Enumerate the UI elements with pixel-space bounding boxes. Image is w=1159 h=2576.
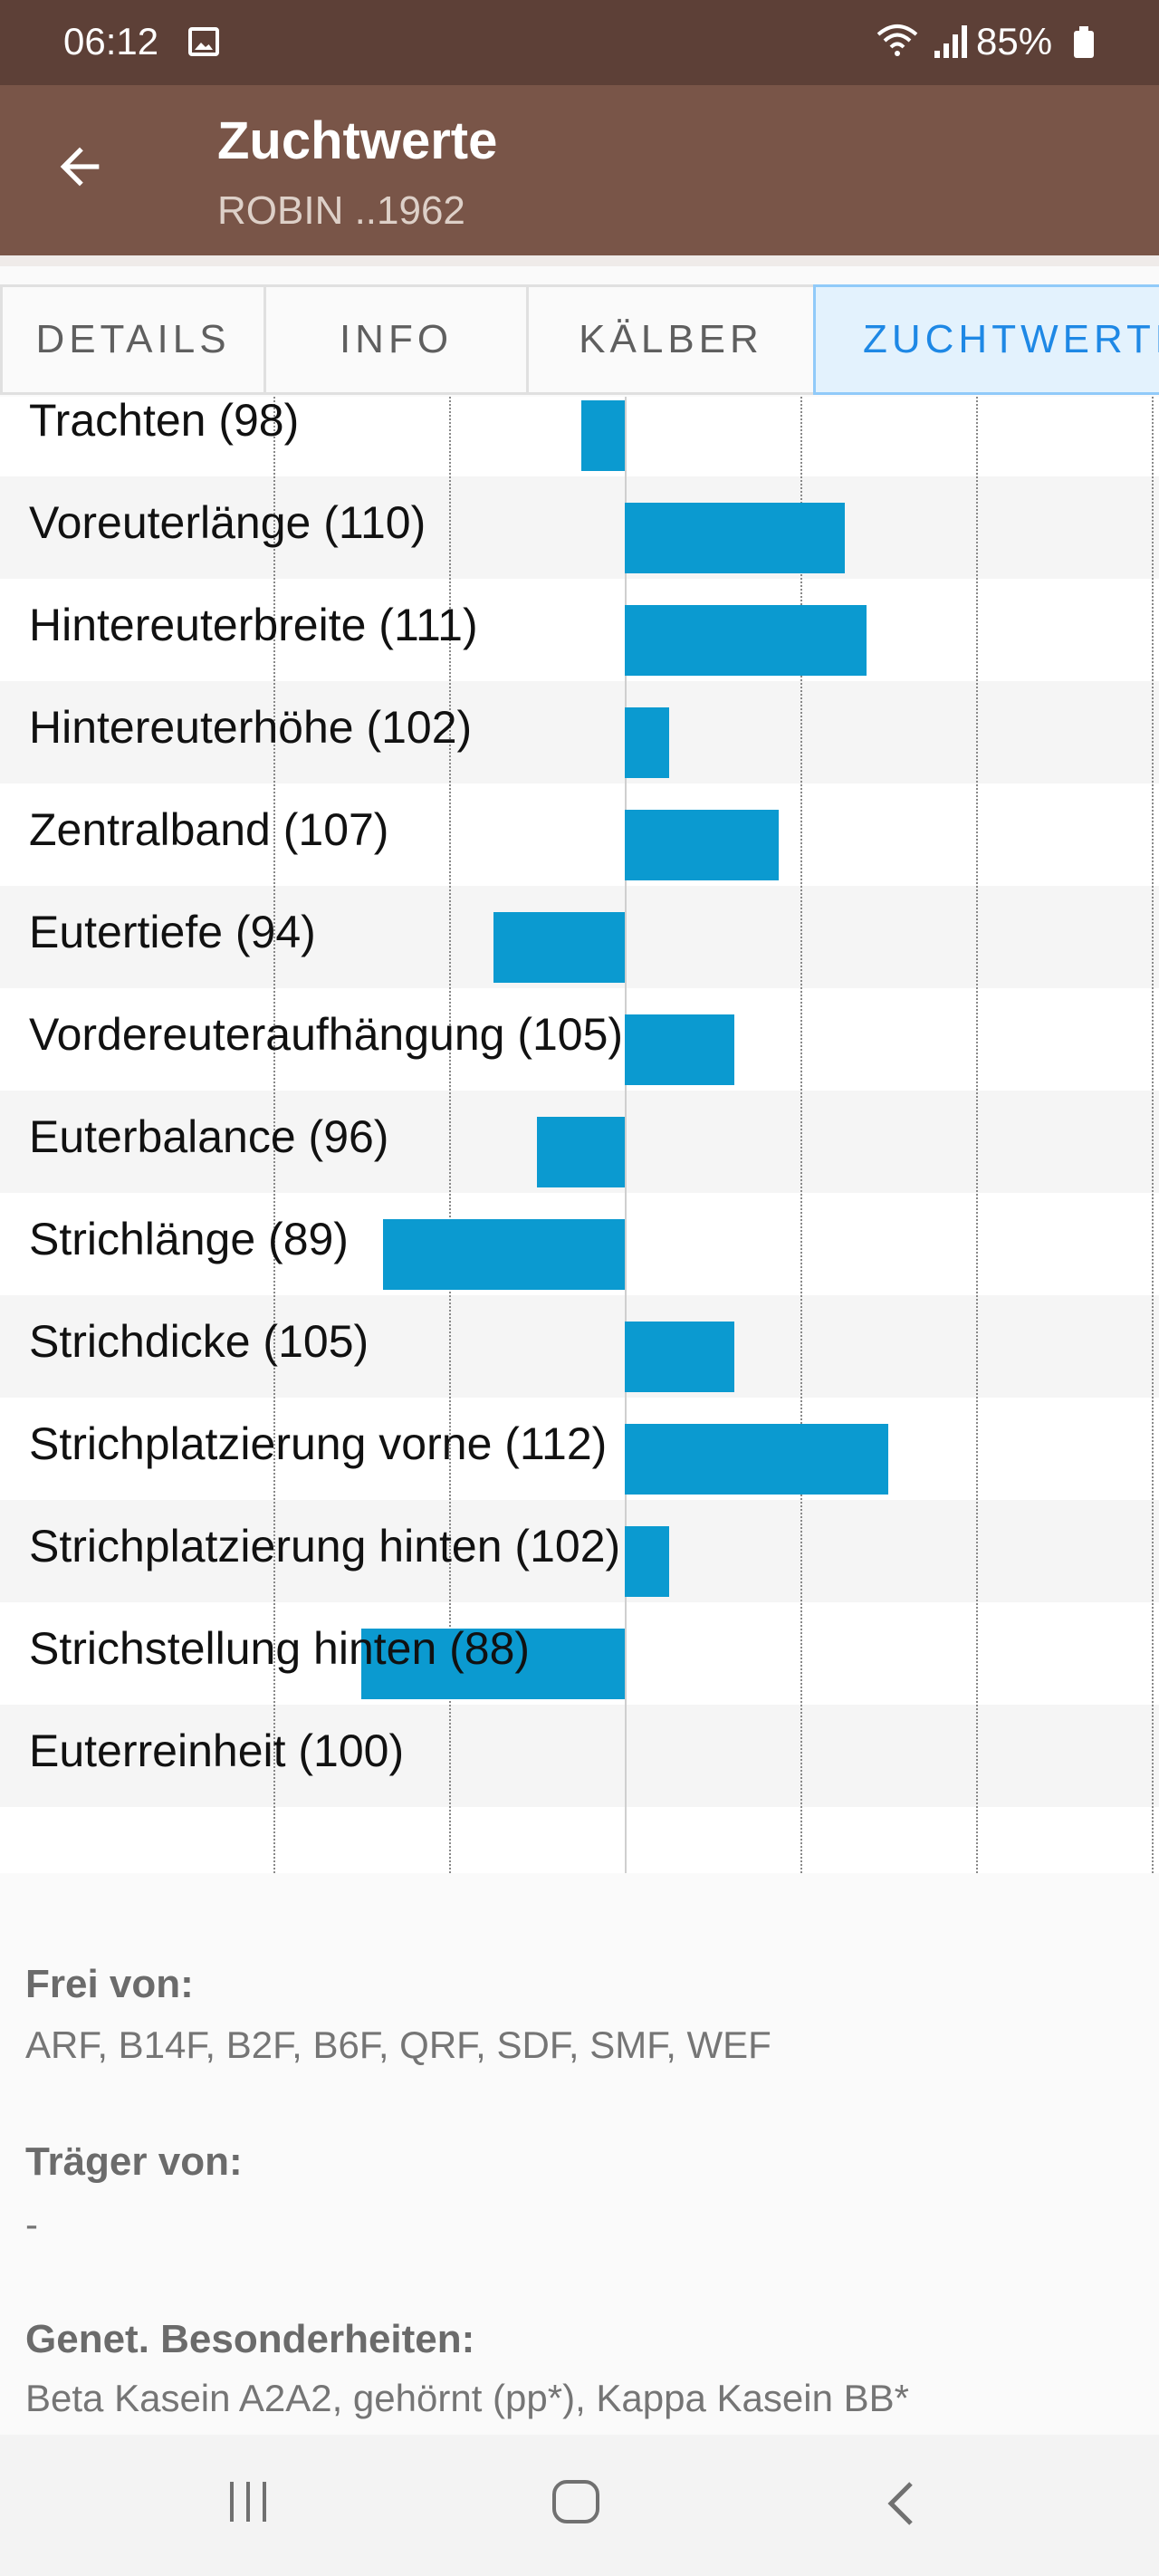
chart-category-label: Eutertiefe (94): [29, 907, 316, 957]
tab-details[interactable]: DETAILS: [0, 284, 266, 395]
system-nav-bar: [0, 2435, 1159, 2576]
chart-category-label: Hintereuterbreite (111): [29, 600, 478, 650]
chart-gridline: [976, 397, 978, 1873]
app-bar-divider: [0, 255, 1159, 266]
chart-row: Strichplatzierung hinten (102): [0, 1500, 1159, 1602]
genet-besonderheiten-value: Beta Kasein A2A2, gehörnt (pp*), Kappa K…: [25, 2377, 909, 2419]
chart-row: Hintereuterbreite (111): [0, 579, 1159, 681]
image-notification-icon: [188, 27, 219, 56]
chart-row: Eutertiefe (94): [0, 886, 1159, 988]
genet-besonderheiten-label: Genet. Besonderheiten:: [25, 2317, 475, 2361]
chart-gridline: [625, 397, 627, 1873]
home-icon[interactable]: [552, 2480, 599, 2523]
chart-bar: [625, 1526, 669, 1597]
app-bar: Zuchtwerte ROBIN ..1962: [0, 85, 1159, 255]
chart-category-label: Zentralband (107): [29, 804, 389, 855]
chart-bar: [580, 400, 625, 471]
chart-gridline: [273, 397, 275, 1873]
chart-bar: [383, 1219, 625, 1290]
back-button[interactable]: [51, 127, 123, 208]
chart-bar: [625, 1424, 888, 1495]
chart-row: Strichplatzierung vorne (112): [0, 1398, 1159, 1500]
info-section: Frei von: ARF, B14F, B2F, B6F, QRF, SDF,…: [0, 1873, 1159, 2435]
chart-category-label: Euterbalance (96): [29, 1111, 389, 1162]
signal-icon: [934, 25, 971, 58]
status-bar: 06:12 85%: [0, 0, 1159, 85]
tab-bar: DETAILS INFO KÄLBER ZUCHTWERTE: [0, 284, 1159, 395]
chart-row: Trachten (98): [0, 397, 1159, 476]
chart-bar: [625, 1014, 735, 1085]
chart-category-label: Trachten (98): [29, 397, 300, 446]
back-icon[interactable]: [878, 2476, 924, 2531]
chart-row: Vordereuteraufhängung (105): [0, 988, 1159, 1091]
arrow-left-icon: [60, 147, 100, 187]
chart-gridline: [449, 397, 451, 1873]
chart-gridline: [800, 397, 802, 1873]
tab-kaelber[interactable]: KÄLBER: [526, 284, 816, 395]
traeger-von-label: Träger von:: [25, 2139, 243, 2184]
page-subtitle: ROBIN ..1962: [217, 188, 465, 233]
tab-zuchtwerte[interactable]: ZUCHTWERTE: [813, 284, 1159, 395]
frei-von-label: Frei von:: [25, 1962, 194, 2006]
chart-bar: [625, 810, 779, 880]
chart-category-label: Strichplatzierung vorne (112): [29, 1418, 608, 1469]
chart-row: Strichstellung hinten (88): [0, 1602, 1159, 1705]
chart-bar: [493, 912, 625, 983]
chart-row: Euterbalance (96): [0, 1091, 1159, 1193]
chart-category-label: Strichlänge (89): [29, 1214, 349, 1264]
battery-icon: [1074, 26, 1094, 58]
chart-row: Voreuterlänge (110): [0, 476, 1159, 579]
chart-bar: [625, 503, 845, 573]
battery-percentage: 85%: [976, 20, 1053, 62]
recents-icon[interactable]: [226, 2480, 272, 2525]
chart-category-label: Vordereuteraufhängung (105): [29, 1009, 624, 1060]
chart-bar: [625, 1322, 735, 1392]
chart-category-label: Hintereuterhöhe (102): [29, 702, 473, 753]
breeding-values-chart: Trachten (98) Voreuterlänge (110) Hintereu…: [0, 397, 1159, 1873]
chart-row: Strichlänge (89): [0, 1193, 1159, 1295]
chart-category-label: Strichstellung hinten (88): [29, 1623, 531, 1674]
chart-category-label: Voreuterlänge (110): [29, 497, 426, 548]
chart-row: Zentralband (107): [0, 783, 1159, 886]
status-time: 06:12: [63, 20, 159, 62]
chart-bar: [361, 1629, 625, 1699]
chart-row: Euterreinheit (100): [0, 1705, 1159, 1807]
frei-von-value: ARF, B14F, B2F, B6F, QRF, SDF, SMF, WEF: [25, 2023, 771, 2066]
chart-row: Hintereuterhöhe (102): [0, 681, 1159, 783]
wifi-icon: [875, 22, 920, 67]
chart-category-label: Strichplatzierung hinten (102): [29, 1521, 621, 1572]
page-title: Zuchtwerte: [217, 111, 498, 170]
chart-bar: [537, 1117, 625, 1187]
tab-info[interactable]: INFO: [263, 284, 529, 395]
chart-bar: [625, 605, 867, 676]
chart-gridline: [1152, 397, 1154, 1873]
chart-bar: [625, 707, 669, 778]
traeger-von-value: -: [25, 2203, 38, 2245]
chart-category-label: Euterreinheit (100): [29, 1725, 405, 1776]
chart-row: Strichdicke (105): [0, 1295, 1159, 1398]
chart-category-label: Strichdicke (105): [29, 1316, 369, 1367]
